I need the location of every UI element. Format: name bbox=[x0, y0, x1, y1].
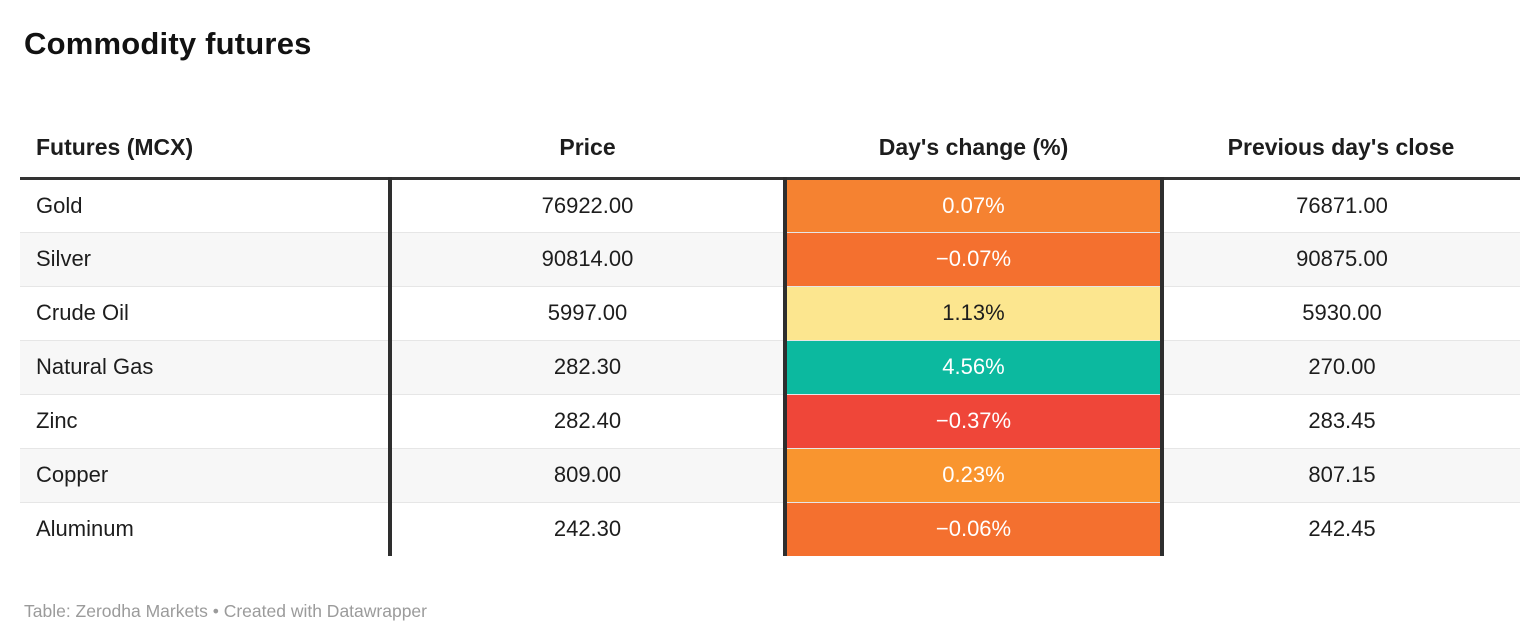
cell-futures-name: Natural Gas bbox=[20, 339, 392, 394]
column-header-price: Price bbox=[390, 118, 785, 180]
cell-futures-name: Silver bbox=[20, 231, 392, 286]
cell-day-change: 0.23% bbox=[785, 447, 1164, 502]
cell-price: 76922.00 bbox=[390, 178, 787, 232]
cell-price: 242.30 bbox=[390, 501, 787, 556]
cell-prev-close: 76871.00 bbox=[1296, 192, 1388, 218]
table-row: Copper 809.00 0.23% 807.15 bbox=[20, 447, 1520, 502]
cell-day-change: −0.06% bbox=[785, 501, 1164, 556]
cell-prev-close: 242.45 bbox=[1162, 501, 1520, 556]
cell-futures-name: Gold bbox=[20, 178, 392, 232]
cell-prev-close: 807.15 bbox=[1162, 447, 1520, 502]
table-row: Gold 76922.00 0.07% 76871.00 bbox=[20, 178, 1520, 232]
cell-futures-name: Zinc bbox=[20, 393, 392, 448]
cell-futures-name: Aluminum bbox=[20, 501, 392, 556]
column-header-day-change: Day's change (%) bbox=[785, 118, 1162, 180]
datawrapper-attribution-link[interactable]: Created with Datawrapper bbox=[223, 601, 427, 621]
table-row: Zinc 282.40 −0.37% 283.45 bbox=[20, 393, 1520, 448]
cell-prev-close: 90875.00 bbox=[1162, 231, 1520, 286]
cell-futures-name: Crude Oil bbox=[20, 285, 392, 340]
cell-futures-name: Copper bbox=[20, 447, 392, 502]
column-header-prev-close: Previous day's close bbox=[1162, 118, 1520, 180]
cell-price: 282.40 bbox=[390, 393, 787, 448]
cell-price: 282.30 bbox=[390, 339, 787, 394]
cell-prev-close: 283.45 bbox=[1162, 393, 1520, 448]
commodity-futures-page: Commodity futures Futures (MCX) Price Da… bbox=[0, 24, 1540, 644]
table-footer: Table: Zerodha Markets • Created with Da… bbox=[24, 600, 1540, 622]
cell-day-change: −0.07% bbox=[785, 231, 1164, 286]
header-row: Futures (MCX) Price Day's change (%) Pre… bbox=[20, 118, 1520, 180]
cell-day-change: 4.56% bbox=[785, 339, 1164, 394]
cell-day-change: 0.07% bbox=[785, 178, 1164, 232]
cell-day-change: −0.37% bbox=[785, 393, 1164, 448]
cell-price: 5997.00 bbox=[390, 285, 787, 340]
table-row: Crude Oil 5997.00 1.13% 5930.00 bbox=[20, 285, 1520, 340]
table-row: Aluminum 242.30 −0.06% 242.45 bbox=[20, 501, 1520, 556]
page-title: Commodity futures bbox=[24, 26, 312, 61]
source-label: Table: Zerodha Markets bbox=[24, 601, 208, 621]
table-row: Silver 90814.00 −0.07% 90875.00 bbox=[20, 231, 1520, 286]
cell-prev-close: 270.00 bbox=[1162, 339, 1520, 394]
cell-price: 90814.00 bbox=[390, 231, 787, 286]
cell-day-change: 1.13% bbox=[785, 285, 1164, 340]
futures-table: Futures (MCX) Price Day's change (%) Pre… bbox=[20, 118, 1520, 556]
cell-prev-close: 5930.00 bbox=[1162, 285, 1520, 340]
footer-separator: • bbox=[207, 601, 224, 621]
column-header-futures: Futures (MCX) bbox=[20, 118, 390, 180]
cell-price: 809.00 bbox=[390, 447, 787, 502]
table-row: Natural Gas 282.30 4.56% 270.00 bbox=[20, 339, 1520, 394]
